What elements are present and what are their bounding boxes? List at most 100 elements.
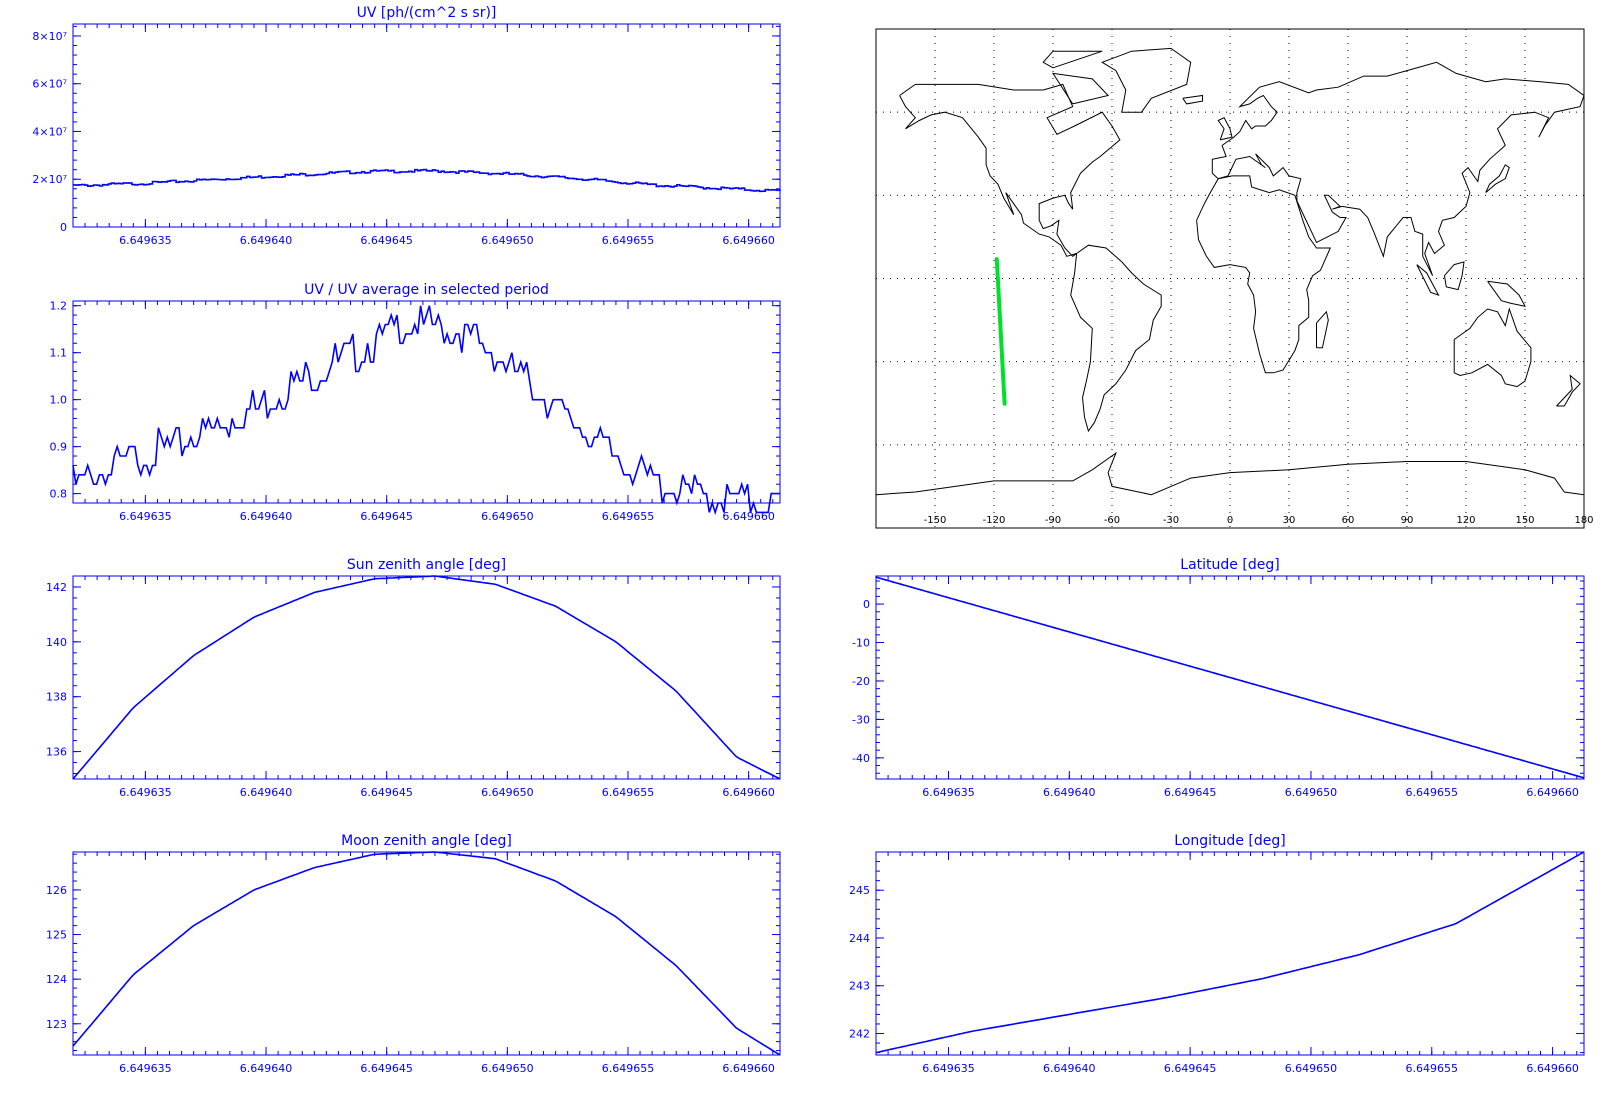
y-tick-label: 140 xyxy=(46,636,67,649)
plot-frame xyxy=(72,23,781,228)
x-tick-label: 6.649660 xyxy=(722,510,775,523)
world-map-panel: -150 -120 -90 -60 -30 0 30 60 90 120 150 180 xyxy=(875,28,1594,529)
x-tick-label: 6.649640 xyxy=(1043,786,1096,799)
map-lon-label: 180 xyxy=(1574,515,1593,526)
x-tick-label: 6.649655 xyxy=(602,786,655,799)
y-tick-label: -30 xyxy=(852,713,870,726)
y-tick-label: 6×10⁷ xyxy=(32,78,67,91)
y-tick-label: 242 xyxy=(849,1028,870,1041)
x-tick-label: 6.649640 xyxy=(240,1062,293,1075)
plot-frame xyxy=(875,575,1585,780)
y-tick-label: 123 xyxy=(46,1018,67,1031)
x-tick-label: 6.649635 xyxy=(922,786,975,799)
plot-frame xyxy=(72,851,781,1056)
plot-title: UV / UV average in selected period xyxy=(304,282,549,298)
y-tick-label: 0.9 xyxy=(50,441,68,454)
y-tick-label: 125 xyxy=(46,929,67,942)
x-tick-label: 6.649635 xyxy=(119,1062,172,1075)
y-tick-label: 1.2 xyxy=(50,300,68,313)
uv-panel: UV [ph/(cm^2 s sr)] 6.649635 6.649640 6.649… xyxy=(32,5,781,247)
plot-frame xyxy=(72,575,781,780)
y-tick-label: -40 xyxy=(852,752,870,765)
x-tick-label: 6.649650 xyxy=(1285,786,1338,799)
latitude-panel: Latitude [deg] 6.649635 6.649640 6.649645 6.… xyxy=(852,557,1585,799)
map-lon-label: 150 xyxy=(1515,515,1534,526)
map-lon-label: -60 xyxy=(1104,515,1120,526)
x-tick-label: 6.649640 xyxy=(240,234,293,247)
x-tick-label: 6.649645 xyxy=(360,1062,413,1075)
map-lon-label: -120 xyxy=(983,515,1006,526)
y-tick-label: -20 xyxy=(852,675,870,688)
map-lon-label: 120 xyxy=(1456,515,1475,526)
y-tick-label: 1.0 xyxy=(50,394,68,407)
y-tick-label: 8×10⁷ xyxy=(32,30,67,43)
x-tick-label: 6.649650 xyxy=(481,1062,534,1075)
plot-title: Longitude [deg] xyxy=(1174,833,1285,849)
y-tick-label: -10 xyxy=(852,637,870,650)
latitude-series-line xyxy=(875,576,1585,779)
plot-title: Latitude [deg] xyxy=(1180,557,1279,573)
coastline-japan xyxy=(1485,164,1510,193)
y-tick-label: 126 xyxy=(46,884,67,897)
y-tick-label: 244 xyxy=(849,932,870,945)
x-tick-label: 6.649660 xyxy=(1526,1062,1579,1075)
coastline-antarctica xyxy=(875,451,1585,496)
y-tick-label: 245 xyxy=(849,884,870,897)
plot-title: UV [ph/(cm^2 s sr)] xyxy=(357,5,497,21)
coastline-africa xyxy=(1196,175,1332,374)
x-tick-label: 6.649660 xyxy=(722,234,775,247)
x-tick-label: 6.649660 xyxy=(1526,786,1579,799)
map-lon-label: -30 xyxy=(1163,515,1179,526)
map-lon-label: 60 xyxy=(1342,515,1355,526)
coastline-ellesmere xyxy=(1042,50,1103,69)
coastline-iceland xyxy=(1182,94,1203,105)
satellite-track-line xyxy=(994,257,1007,406)
coastline-greenland xyxy=(1101,47,1192,113)
coastline-north-america xyxy=(899,83,1121,257)
plot-title: Moon zenith angle [deg] xyxy=(341,833,512,849)
x-tick-label: 6.649640 xyxy=(1043,1062,1096,1075)
x-tick-label: 6.649660 xyxy=(722,1062,775,1075)
y-tick-label: 138 xyxy=(46,691,67,704)
x-tick-label: 6.649650 xyxy=(481,510,534,523)
x-tick-label: 6.649645 xyxy=(1164,1062,1217,1075)
x-tick-label: 6.649655 xyxy=(1406,1062,1459,1075)
coastline-new-guinea xyxy=(1487,280,1526,307)
coastline-new-zealand xyxy=(1556,374,1581,407)
y-tick-label: 0 xyxy=(60,221,67,234)
longitude-panel: Longitude [deg] 6.649635 6.649640 6.649645 6… xyxy=(849,833,1585,1075)
y-tick-label: 142 xyxy=(46,581,67,594)
map-frame xyxy=(875,28,1585,529)
plot-frame xyxy=(875,851,1585,1056)
coastline-eurasia xyxy=(1211,61,1585,276)
map-lon-label: 30 xyxy=(1283,515,1296,526)
moon-zenith-series-line xyxy=(72,851,781,1056)
x-tick-label: 6.649655 xyxy=(602,234,655,247)
x-tick-label: 6.649645 xyxy=(360,510,413,523)
map-lon-label: 90 xyxy=(1401,515,1414,526)
x-tick-label: 6.649645 xyxy=(1164,786,1217,799)
x-tick-label: 6.649635 xyxy=(119,510,172,523)
plot-frame xyxy=(72,300,781,504)
x-tick-label: 6.649655 xyxy=(602,510,655,523)
y-tick-label: 124 xyxy=(46,973,67,986)
x-tick-label: 6.649660 xyxy=(722,786,775,799)
uv-ratio-series-line xyxy=(72,305,780,516)
y-tick-label: 243 xyxy=(849,980,870,993)
x-tick-label: 6.649635 xyxy=(119,786,172,799)
coastline-madagascar xyxy=(1316,310,1329,349)
y-tick-label: 136 xyxy=(46,746,67,759)
moon-zenith-panel: Moon zenith angle [deg] 6.649635 6.649640 6… xyxy=(46,833,781,1075)
plot-title: Sun zenith angle [deg] xyxy=(347,557,506,573)
y-tick-label: 4×10⁷ xyxy=(32,125,67,138)
uv-ratio-panel: UV / UV average in selected period 6.6496… xyxy=(50,282,781,523)
x-tick-label: 6.649640 xyxy=(240,510,293,523)
y-tick-label: 0.8 xyxy=(50,488,68,501)
x-tick-label: 6.649650 xyxy=(481,786,534,799)
sun-zenith-series-line xyxy=(72,575,781,780)
y-tick-label: 1.1 xyxy=(50,347,68,360)
x-tick-label: 6.649645 xyxy=(360,786,413,799)
x-tick-label: 6.649635 xyxy=(922,1062,975,1075)
uv-series-line xyxy=(73,168,781,193)
